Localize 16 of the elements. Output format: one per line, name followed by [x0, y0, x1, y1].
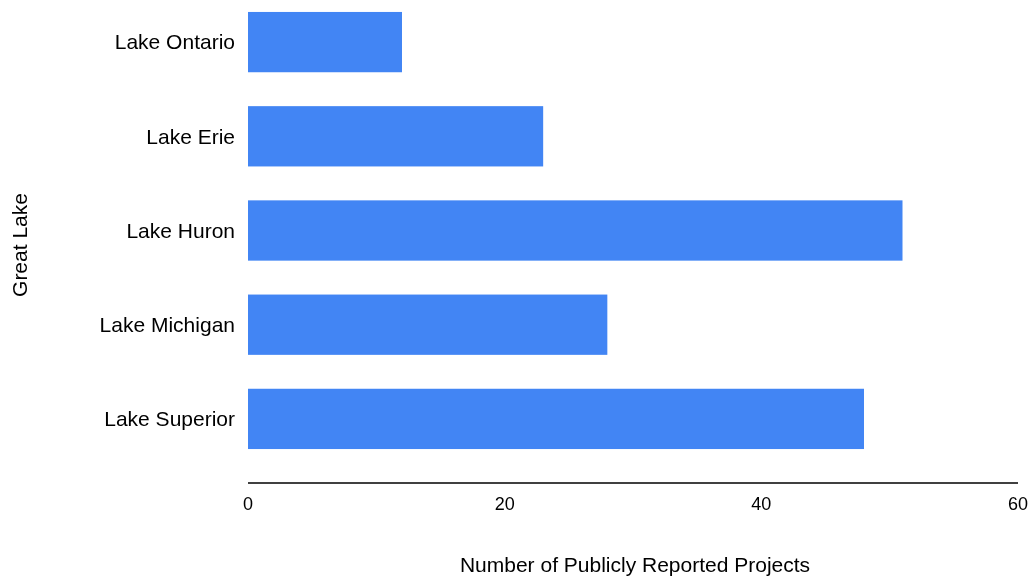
x-tick-label: 0 [242, 494, 254, 514]
y-tick-label: Lake Huron [126, 218, 235, 242]
x-tick-label: 20 [494, 494, 515, 514]
x-tick-label: 40 [751, 494, 772, 514]
bar [248, 294, 608, 355]
bar [248, 200, 903, 261]
y-tick-label: Lake Michigan [99, 313, 235, 337]
bar [248, 106, 544, 167]
x-axis-title: Number of Publicly Reported Projects [459, 553, 811, 576]
y-tick-label: Lake Ontario [114, 30, 235, 54]
bar [248, 11, 402, 73]
bar [248, 388, 864, 450]
x-tick-label: 60 [1007, 494, 1029, 514]
y-axis-title: Great Lake [8, 193, 31, 297]
y-tick-label: Lake Erie [146, 124, 235, 148]
y-tick-label: Lake Superior [104, 407, 235, 431]
